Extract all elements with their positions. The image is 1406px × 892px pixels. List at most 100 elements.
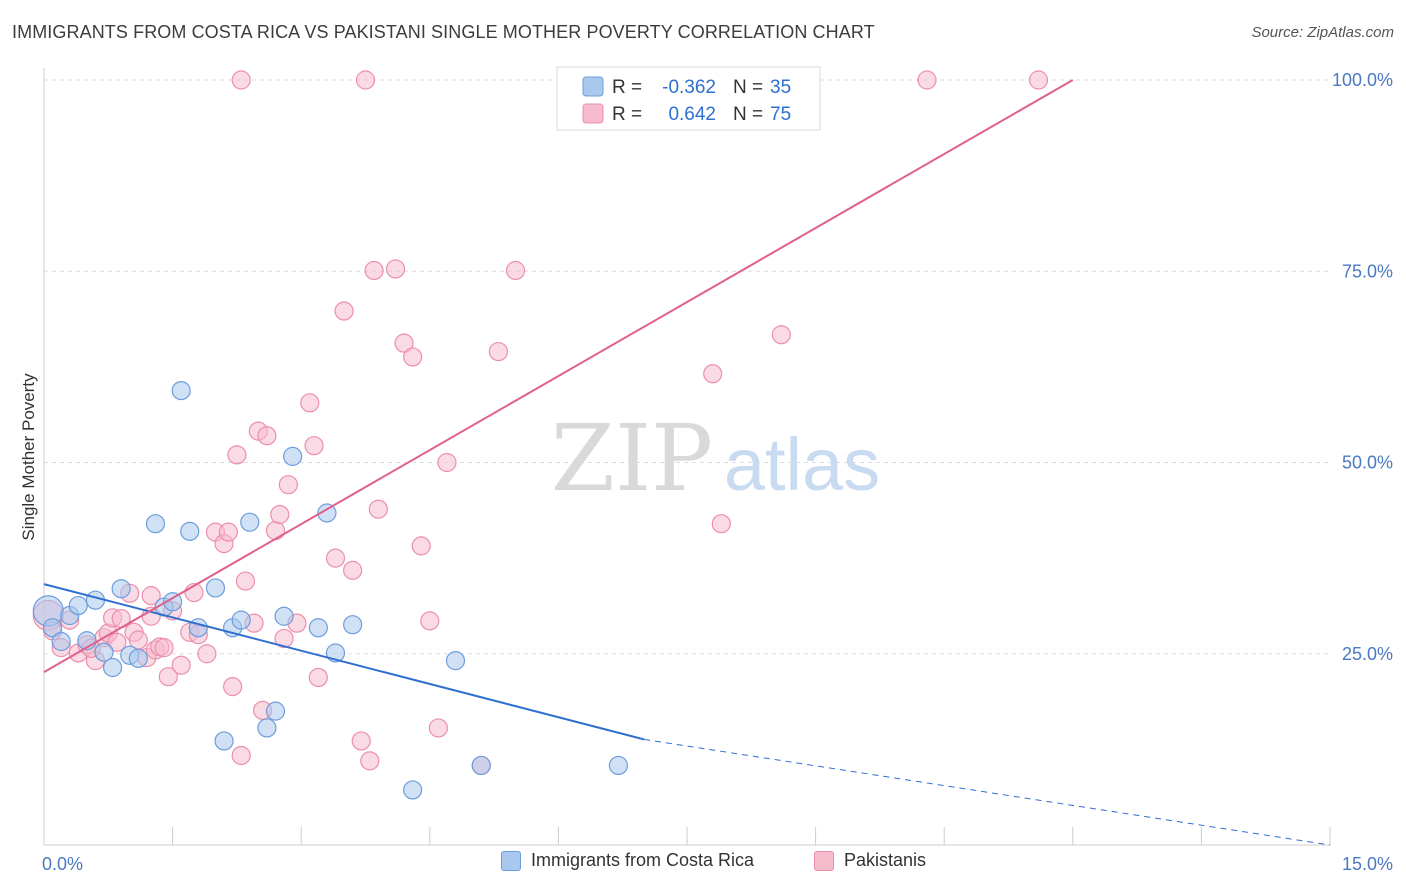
pakistanis-point [351,731,371,751]
pakistanis-point [218,522,238,542]
pakistanis-point [394,333,414,353]
pakistanis-point [917,70,937,90]
y-tick-label: 75.0% [1342,261,1393,281]
pakistanis-trend-line [43,79,1074,673]
costa-rica-point [171,380,191,401]
pakistanis-point [223,677,243,697]
costa-rica-point [205,578,226,598]
pakistanis-point [355,70,376,90]
series-legend: Immigrants from Costa Rica Pakistanis [0,850,1406,878]
y-tick-label: 100.0% [1332,70,1393,90]
pakistanis-point [428,718,448,738]
costa-rica-point [128,648,148,668]
legend-item-costa-rica: Immigrants from Costa Rica [501,850,754,871]
trend-lines [43,79,1331,846]
pakistanis-point [368,499,388,519]
pakistanis-point [265,520,286,541]
legend-r-value: -0.362 [662,77,716,98]
pakistanis-point [278,475,298,495]
y-tick-label: 25.0% [1342,644,1393,664]
pakistanis-point [304,436,324,456]
pakistanis-point [270,504,290,525]
legend-n-label: N = [733,77,763,98]
pakistanis-points [32,70,1049,776]
costa-rica-point [180,521,200,541]
watermark-zip: ZIP [551,405,713,512]
costa-rica-point [145,514,166,534]
costa-rica-point [102,657,123,678]
pakistanis-point [141,586,161,606]
pakistanis-point [257,426,277,446]
x-tick-label: 0.0% [42,854,83,874]
pakistanis-point [364,260,384,281]
costa-rica-point [257,718,277,738]
costa-rica-point [68,595,88,616]
pakistanis-point [308,667,328,688]
correlation-legend: R = -0.362 N = 35 R = 0.642 N = 75 [556,66,821,131]
pakistanis-point [1028,70,1049,90]
costa-rica-point [85,590,106,610]
pakistanis-point [437,452,457,473]
pakistanis-point [325,548,346,568]
pakistanis-point [227,445,247,465]
grid-lines [44,79,1330,655]
costa-rica-point [163,592,183,612]
legend-n-label: N = [733,104,763,125]
legend-label-costa-rica: Immigrants from Costa Rica [531,850,755,870]
costa-rica-point [308,618,328,638]
pakistanis-point [505,260,526,281]
costa-rica-point [111,579,131,599]
pakistanis-point [235,571,256,591]
costa-rica-point [94,642,114,662]
pakistanis-point [703,364,723,384]
pakistanis-point [411,536,431,556]
costa-rica-point [471,755,491,776]
pakistanis-point [385,259,406,279]
axes [43,68,1331,846]
costa-rica-trend-line [43,583,645,741]
pakistanis-point [158,667,178,687]
tick-labels: 25.0% 50.0% 75.0% 100.0% 0.0% 15.0% [42,70,1393,874]
costa-rica-point [240,512,260,532]
costa-rica-point [51,631,71,652]
chart-title: IMMIGRANTS FROM COSTA RICA VS PAKISTANI … [12,22,875,42]
pakistanis-point [771,325,791,345]
costa-rica-point [42,618,63,638]
costa-rica-point [283,446,303,466]
costa-rica-trend-extension [644,738,1331,846]
legend-swatch-pakistanis [814,850,834,871]
pakistanis-point [197,644,217,664]
costa-rica-point [265,701,286,721]
legend-n-value: 35 [770,77,791,98]
legend-r-label: R = [612,104,642,125]
pakistanis-point [231,745,251,766]
pakistanis-point [420,611,440,631]
legend-swatch-costa-rica [501,850,521,871]
x-tick-label: 15.0% [1342,854,1393,874]
costa-rica-point [445,651,466,671]
pakistanis-point [334,301,354,321]
y-axis-label: Single Mother Poverty [19,373,38,541]
costa-rica-point [343,615,363,635]
watermark: ZIP atlas [551,405,880,512]
pakistanis-point [711,514,731,534]
pakistanis-point [171,655,191,675]
legend-swatch-blue [582,76,604,97]
source-credit: Source: ZipAtlas.com [1251,24,1394,41]
pakistanis-point [107,632,127,652]
watermark-atlas: atlas [724,423,880,506]
costa-rica-point [231,610,251,630]
legend-label-pakistanis: Pakistanis [844,850,927,870]
costa-rica-point [214,731,234,751]
pakistanis-point [360,751,380,771]
pakistanis-point [300,393,320,413]
pakistanis-point [231,70,251,90]
pakistanis-point [488,341,508,362]
y-tick-label: 50.0% [1342,453,1393,473]
pakistanis-point [343,560,363,580]
legend-item-pakistanis: Pakistanis [814,850,926,871]
costa-rica-point [274,606,294,626]
legend-r-label: R = [612,77,642,98]
legend-swatch-pink [582,103,604,124]
